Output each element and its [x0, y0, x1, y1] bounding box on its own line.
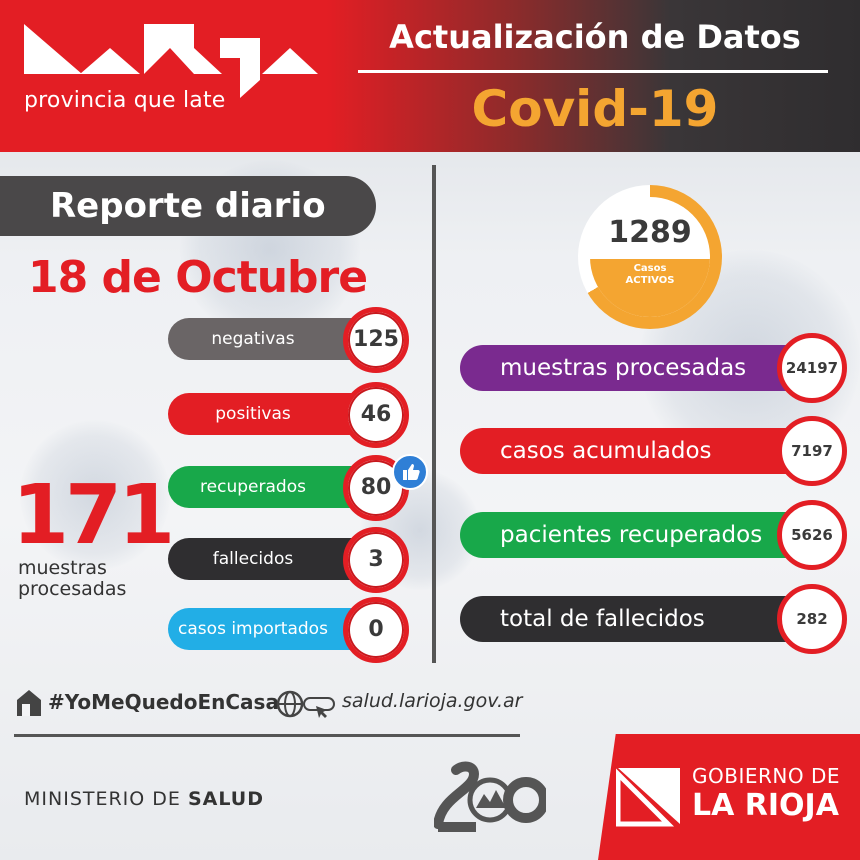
hashtag-text: #YoMeQuedoEnCasa: [48, 690, 279, 714]
total-muestras-value: 24197: [777, 333, 847, 403]
anniversary-seal-icon: [434, 761, 546, 832]
report-title: Reporte diario: [0, 176, 376, 236]
daily-negativas-value: 125: [343, 307, 409, 373]
header-banner: provincia que late Actualización de Dato…: [0, 0, 860, 152]
footer-divider: [14, 734, 520, 737]
total-fallecidos-label: total de fallecidos: [460, 596, 816, 642]
daily-total-value: 171: [12, 468, 175, 563]
brand-tagline: provincia que late: [24, 88, 226, 113]
daily-positivas-value: 46: [343, 382, 409, 448]
total-recuperados-value: 5626: [777, 500, 847, 570]
ministry-prefix: MINISTERIO DE: [24, 788, 188, 810]
thumbs-up-icon: [392, 454, 428, 490]
column-divider: [432, 165, 436, 663]
ministry-name: MINISTERIO DE SALUD: [24, 788, 264, 810]
virus-decoration: [20, 420, 170, 570]
daily-total-label: muestras procesadas: [18, 557, 127, 600]
report-date: 18 de Octubre: [28, 252, 368, 303]
home-icon: [17, 690, 41, 716]
active-cases-band: [590, 259, 710, 317]
ministry-bold: SALUD: [187, 788, 264, 810]
total-fallecidos-value: 282: [777, 584, 847, 654]
active-cases-label-line2: ACTIVOS: [625, 275, 675, 286]
government-line2: LA RIOJA: [692, 788, 839, 823]
active-cases-label: Casos ACTIVOS: [590, 263, 710, 287]
header-subtitle: Covid-19: [471, 80, 719, 138]
la-rioja-mark-icon: [616, 768, 680, 827]
active-cases-label-line1: Casos: [633, 263, 667, 274]
total-casos-value: 7197: [777, 416, 847, 486]
daily-fallecidos-value: 3: [343, 527, 409, 593]
total-muestras-label: muestras procesadas: [460, 345, 816, 391]
active-cases-badge: 1289 Casos ACTIVOS: [590, 197, 710, 317]
header-divider: [358, 70, 828, 73]
total-recuperados-label: pacientes recuperados: [460, 512, 816, 558]
globe-web-icon: [276, 690, 335, 718]
active-cases-value: 1289: [608, 215, 692, 250]
daily-importados-value: 0: [343, 597, 409, 663]
header-title: Actualización de Datos: [389, 18, 801, 56]
la-rioja-logo-icon: [24, 24, 318, 98]
total-casos-label: casos acumulados: [460, 428, 816, 474]
government-line1: GOBIERNO DE: [692, 764, 840, 788]
website-link[interactable]: salud.larioja.gov.ar: [342, 690, 523, 712]
